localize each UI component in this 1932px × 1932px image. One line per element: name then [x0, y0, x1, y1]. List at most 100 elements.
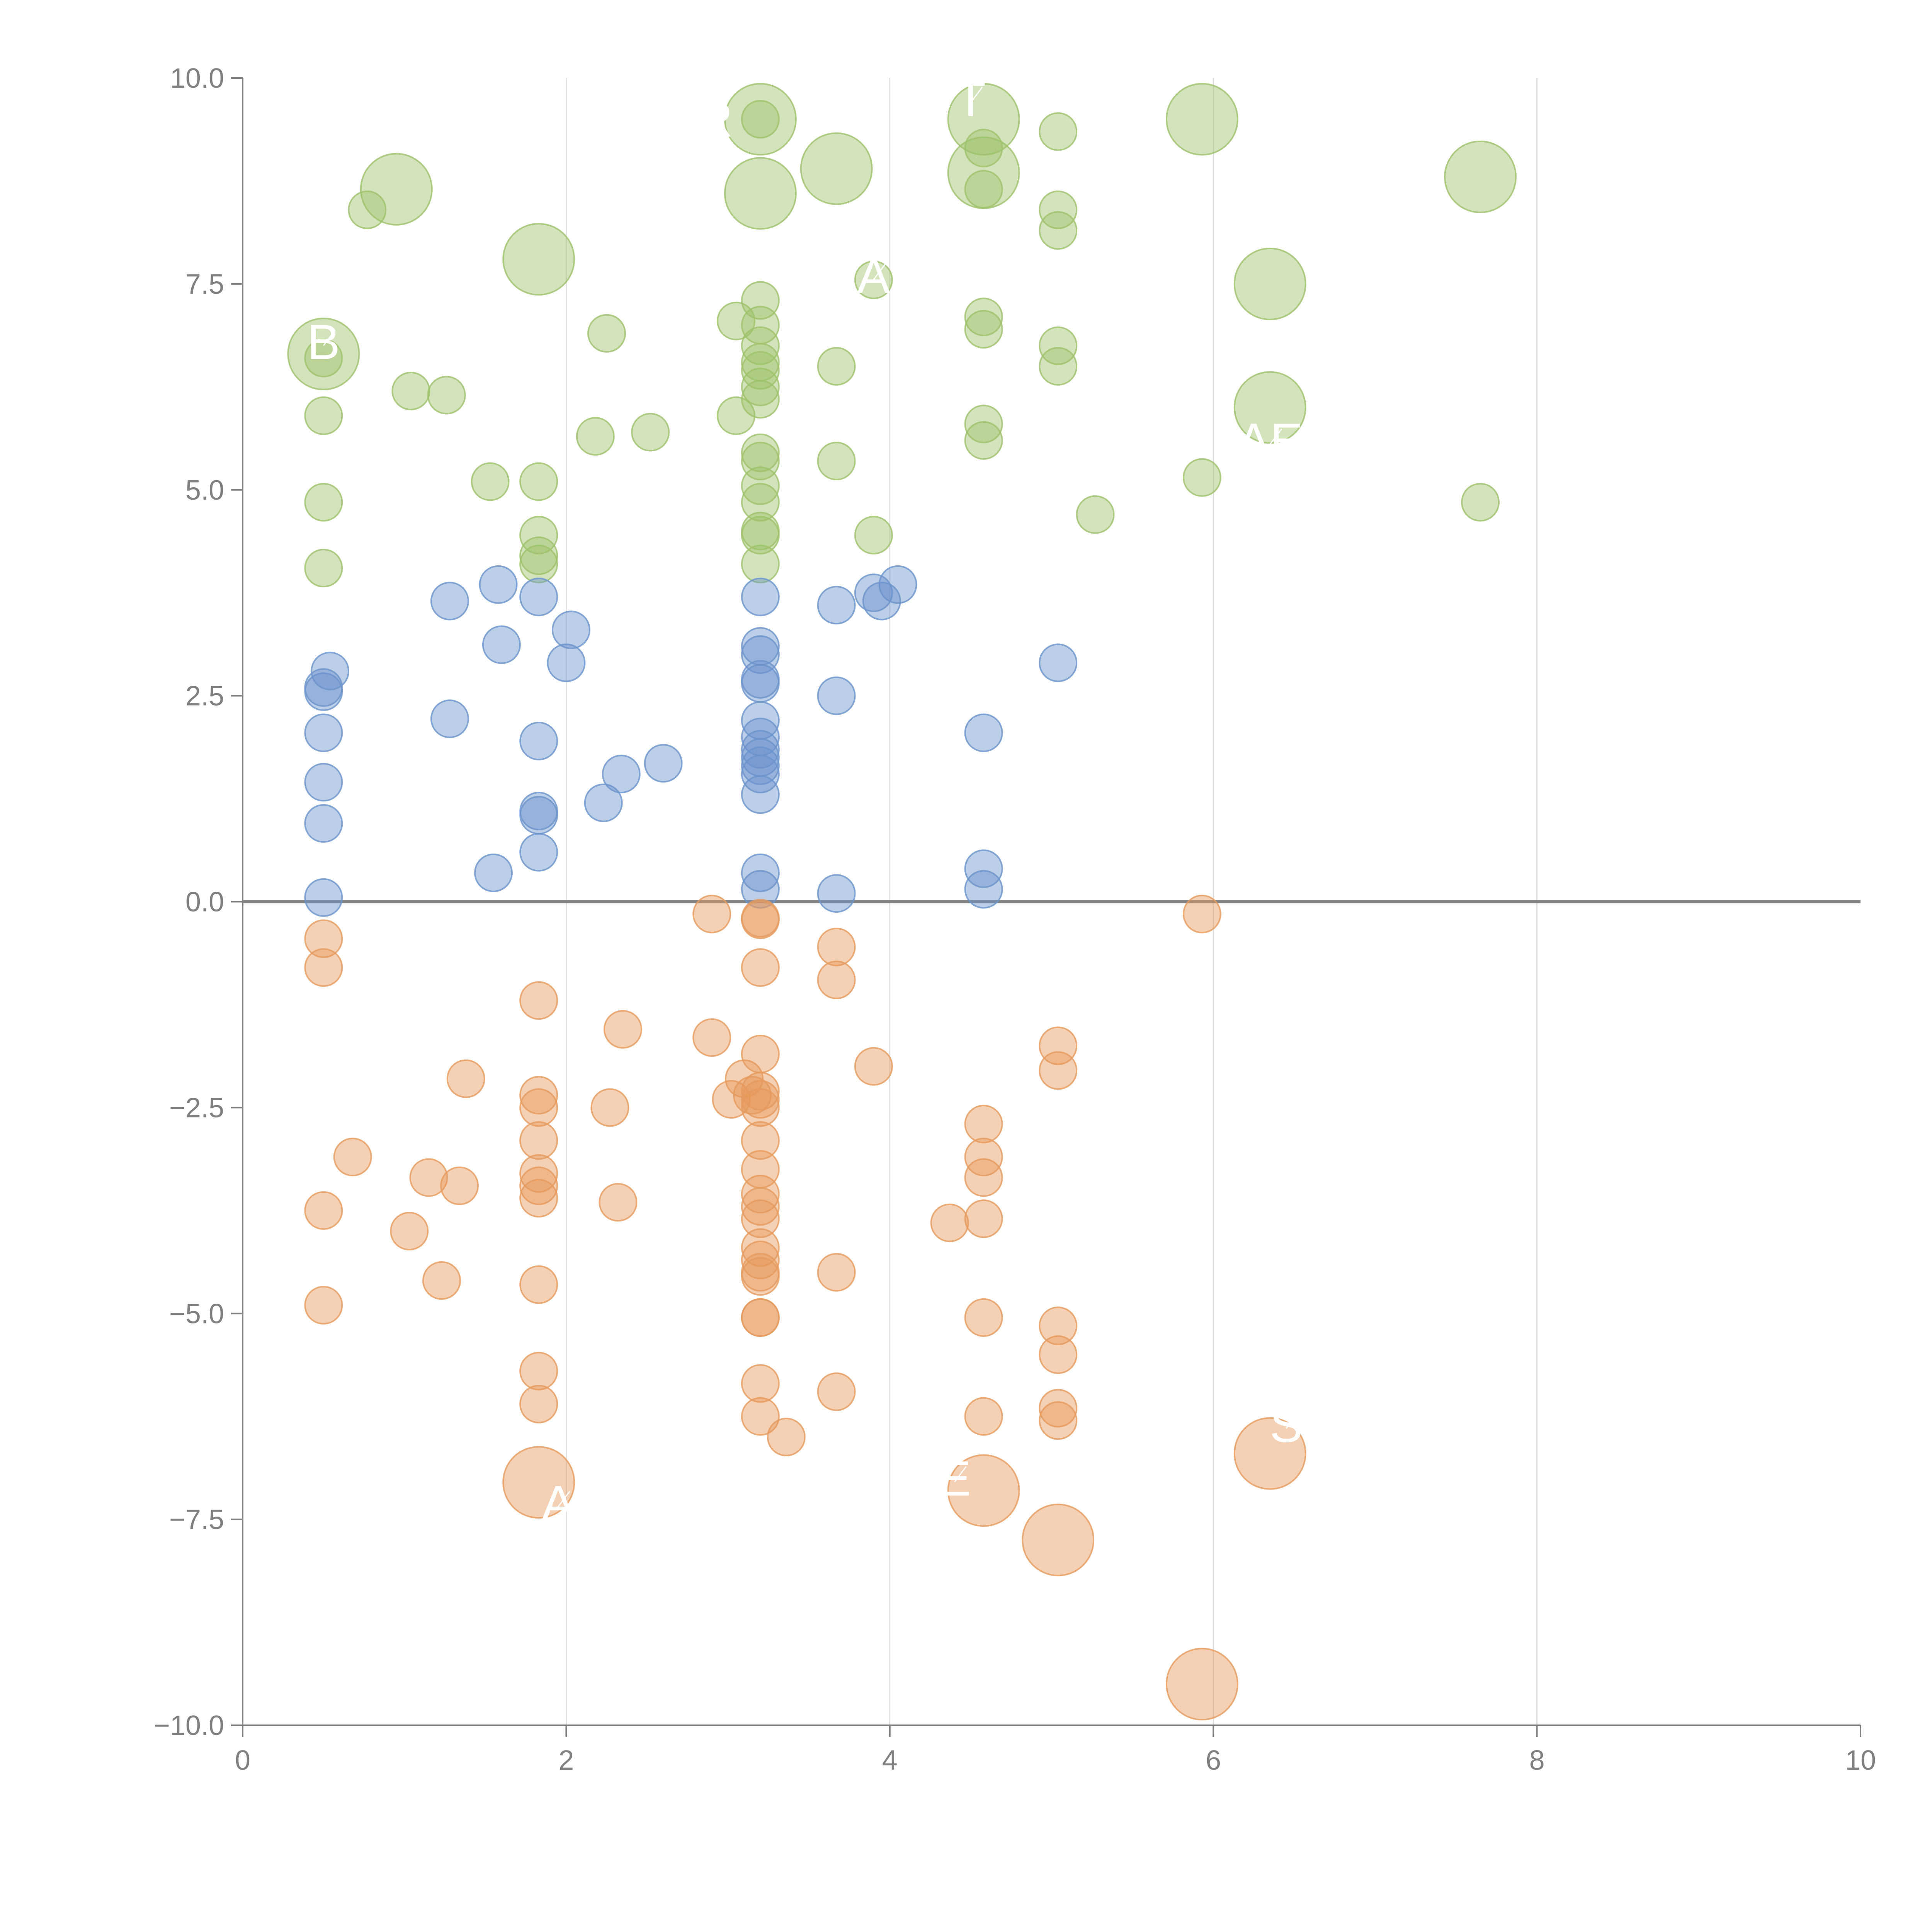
bubble-large	[947, 1454, 1020, 1527]
bubble-series	[287, 83, 1517, 1721]
bubble-point	[964, 1298, 1003, 1337]
bubble-point	[1039, 1051, 1078, 1090]
bubble-large	[502, 223, 575, 296]
bubble-large	[1233, 371, 1306, 444]
bubble-large	[947, 83, 1020, 156]
bubble-point	[741, 775, 780, 814]
bubble-point	[390, 1212, 429, 1251]
bubble-point	[964, 421, 1003, 460]
bubble-point	[519, 1088, 558, 1127]
bubble-large	[1444, 140, 1517, 213]
bubble-point	[964, 310, 1003, 349]
bubble-point	[741, 1199, 780, 1238]
bubble-point	[1039, 326, 1078, 365]
bubble-point	[304, 1286, 343, 1325]
x-tick-label: 10	[1845, 1745, 1876, 1776]
bubble-point	[304, 338, 343, 378]
bubble-point	[854, 573, 893, 612]
y-tick-label: −10.0	[154, 1710, 224, 1741]
bubble-point	[644, 744, 683, 783]
bubble-point	[741, 483, 780, 522]
bubble-point	[741, 755, 780, 794]
bubble-point	[519, 462, 558, 501]
bubble-point	[741, 544, 780, 583]
bubble-point	[391, 371, 430, 410]
bubble-large	[360, 153, 433, 226]
bubble-point	[304, 396, 343, 435]
annotation-leader	[558, 1491, 570, 1507]
bubble-point	[862, 582, 901, 621]
bubble-point	[817, 927, 856, 966]
bubble-point	[741, 664, 780, 703]
bubble-point	[741, 1034, 780, 1073]
bubble-point	[741, 870, 780, 909]
bubble-point	[519, 515, 558, 554]
bubble-point	[409, 1158, 448, 1197]
bubble-point	[311, 651, 350, 690]
annotation-leader	[323, 330, 336, 346]
bubble-point	[717, 396, 756, 435]
y-tick-label: 0.0	[185, 887, 224, 918]
bubble-large	[724, 83, 797, 156]
bubble-point	[817, 442, 856, 481]
bubble-point	[817, 347, 856, 386]
bubble-large	[1233, 1417, 1306, 1490]
bubble-point	[964, 170, 1003, 209]
bubble-point	[741, 577, 780, 616]
bubble-point	[741, 746, 780, 785]
annotation-leader	[970, 87, 983, 103]
bubble-point	[427, 376, 466, 415]
bubble-point	[741, 466, 780, 505]
bubble-point	[741, 380, 780, 419]
tick-labels: 0 2 4 6 8 10 10.0 7.5 5.0 2.5 0.0 −2.5 −5.0 −7.5 −10.0	[154, 63, 1876, 1776]
bubble-point	[482, 625, 521, 664]
bubble-point	[854, 260, 893, 299]
bubble-point	[519, 1166, 558, 1205]
series-orange	[304, 895, 1306, 1721]
bubble-point	[602, 755, 641, 794]
bubble-annotation: S	[1270, 1398, 1303, 1453]
x-tick-label: 4	[882, 1745, 898, 1776]
bubble-point	[817, 676, 856, 715]
bubble-annotation: E	[938, 1451, 971, 1507]
bubble-point	[817, 586, 856, 625]
bubble-point	[576, 417, 615, 456]
bubble-point	[741, 1364, 780, 1403]
bubble-point	[1076, 495, 1115, 534]
bubble-large	[1022, 1503, 1095, 1577]
bubble-point	[1039, 211, 1078, 250]
y-tick-label: −7.5	[169, 1504, 224, 1535]
bubble-point	[741, 367, 780, 406]
bubble-point	[474, 853, 513, 892]
bubble-point	[587, 314, 626, 353]
bubble-point	[878, 565, 917, 604]
bubble-point	[964, 849, 1003, 888]
bubble-annotation: T	[956, 71, 986, 127]
bubble-point	[519, 721, 558, 760]
bubble-large	[1233, 247, 1306, 320]
bubble-point	[519, 577, 558, 616]
y-tick-label: 10.0	[170, 63, 224, 94]
bubble-point	[304, 948, 343, 987]
y-tick-label: 2.5	[185, 681, 224, 712]
bubble-large	[287, 318, 360, 391]
bubble-point	[964, 405, 1003, 444]
bubble-point	[333, 1138, 372, 1177]
bubble-point	[519, 1121, 558, 1160]
bubble-point	[741, 1121, 780, 1160]
bubble-point	[692, 1018, 731, 1057]
bubble-point	[547, 643, 586, 682]
bubble-point	[741, 1397, 780, 1436]
bubble-point	[964, 870, 1003, 909]
bubble-point	[519, 1352, 558, 1391]
bubble-point	[1461, 483, 1500, 522]
bubble-point	[817, 960, 856, 999]
bubble-point	[304, 713, 343, 752]
bubble-point	[741, 1080, 780, 1119]
bubble-point	[519, 981, 558, 1020]
bubble-point	[854, 515, 893, 554]
bubble-point	[964, 1158, 1003, 1197]
